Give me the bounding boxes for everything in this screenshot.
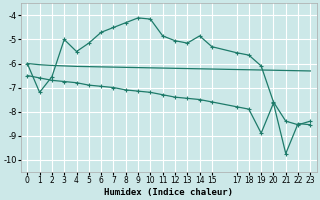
X-axis label: Humidex (Indice chaleur): Humidex (Indice chaleur) (104, 188, 233, 197)
